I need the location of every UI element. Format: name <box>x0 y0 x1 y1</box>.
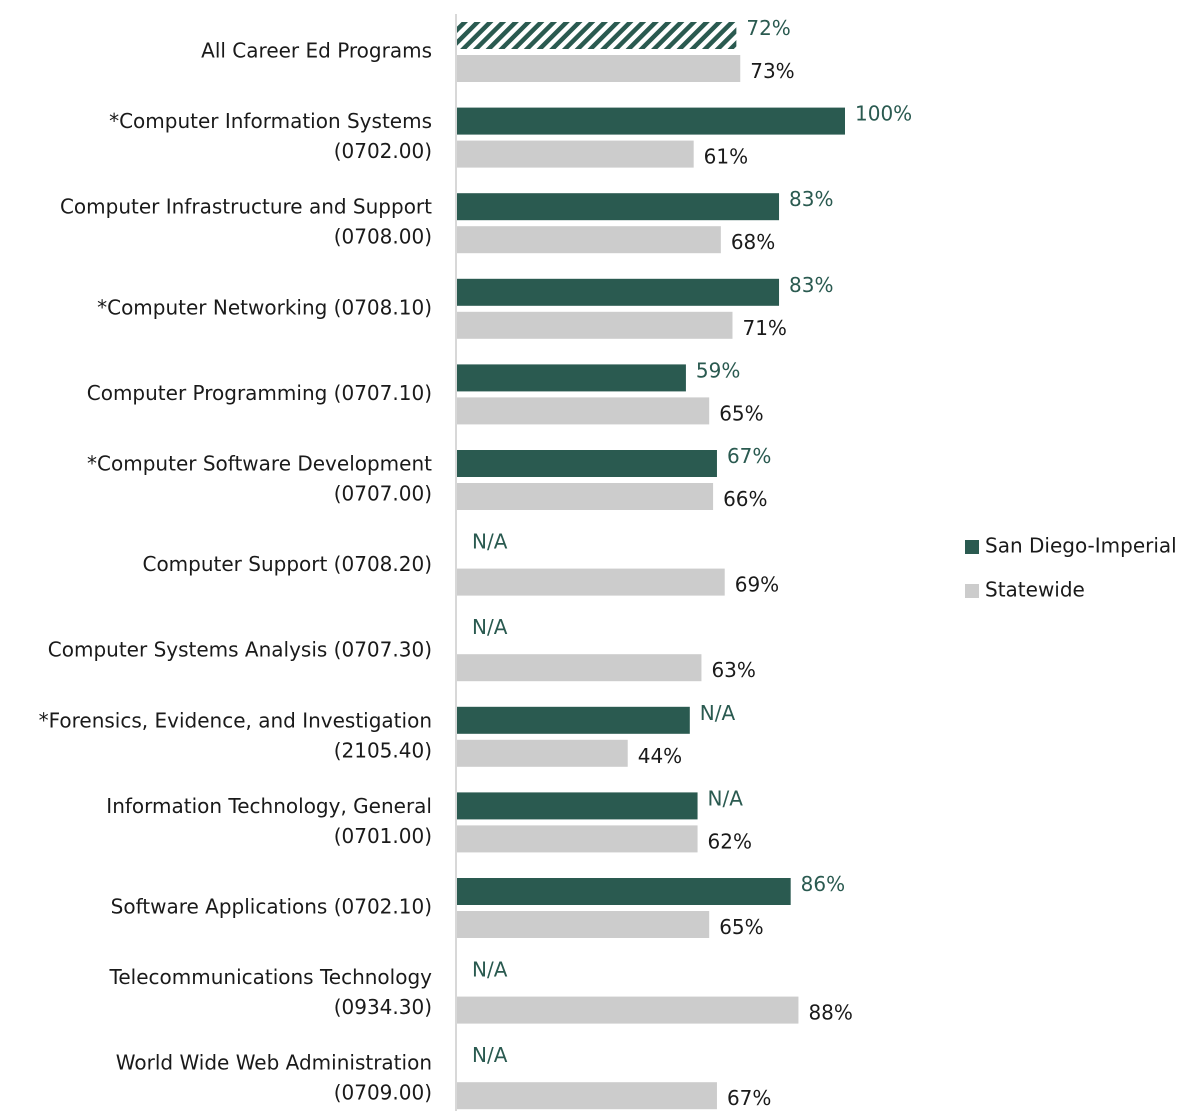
value-label: 66% <box>723 487 767 511</box>
bar <box>457 996 799 1024</box>
value-label: 62% <box>708 829 752 853</box>
legend-label: Statewide <box>985 578 1085 602</box>
value-label: 100% <box>855 102 912 126</box>
bar <box>457 568 725 596</box>
value-label: 63% <box>711 658 755 682</box>
category-label: Computer Programming (0707.10) <box>87 381 432 405</box>
category-label: Computer Infrastructure and Support <box>60 195 432 219</box>
legend-swatch <box>965 584 979 598</box>
value-label: 65% <box>719 401 763 425</box>
bar <box>457 226 721 254</box>
category-label: *Computer Networking (0708.10) <box>97 295 432 319</box>
bar <box>457 911 710 938</box>
category-label: *Forensics, Evidence, and Investigation <box>39 708 432 732</box>
value-label: 71% <box>742 316 786 340</box>
value-label: 83% <box>789 187 833 211</box>
value-label: 59% <box>696 358 740 382</box>
bar <box>457 397 710 425</box>
value-label: 83% <box>789 273 833 297</box>
value-label: N/A <box>472 1043 508 1067</box>
category-label: All Career Ed Programs <box>201 39 432 63</box>
legend-swatch <box>965 540 979 554</box>
bar <box>457 22 737 49</box>
category-label: (0709.00) <box>334 1081 432 1105</box>
bar <box>457 878 791 905</box>
category-label: World Wide Web Administration <box>116 1051 432 1075</box>
category-label: (0708.00) <box>334 225 432 249</box>
category-label: (0702.00) <box>334 139 432 163</box>
category-label: Computer Support (0708.20) <box>142 552 432 576</box>
value-label: 72% <box>746 16 790 40</box>
bar <box>457 739 628 767</box>
category-label: *Computer Information Systems <box>109 109 432 133</box>
legend-label: San Diego-Imperial <box>985 534 1177 558</box>
value-label: 68% <box>731 230 775 254</box>
value-label: N/A <box>700 701 736 725</box>
category-label: Information Technology, General <box>106 794 432 818</box>
value-label: N/A <box>472 615 508 639</box>
value-label: 67% <box>727 444 771 468</box>
category-label: (2105.40) <box>334 738 432 762</box>
category-label: (0934.30) <box>334 995 432 1019</box>
value-label: N/A <box>472 530 508 554</box>
value-label: N/A <box>708 786 744 810</box>
bar <box>457 654 702 682</box>
value-label: 86% <box>801 872 845 896</box>
bar <box>457 55 741 82</box>
bar <box>457 193 780 221</box>
bar <box>457 1082 717 1110</box>
value-label: 73% <box>750 59 794 83</box>
value-label: 88% <box>808 1001 852 1025</box>
value-label: 67% <box>727 1086 771 1110</box>
bar <box>457 140 694 168</box>
bar <box>457 107 845 135</box>
bar <box>457 792 698 820</box>
category-label: Telecommunications Technology <box>109 965 433 989</box>
category-label: Software Applications (0702.10) <box>111 895 432 919</box>
bar <box>457 364 686 392</box>
bar <box>457 278 780 306</box>
category-label: (0707.00) <box>334 482 432 506</box>
value-label: 65% <box>719 915 763 939</box>
category-label: Computer Systems Analysis (0707.30) <box>48 638 432 662</box>
value-label: 44% <box>638 744 682 768</box>
category-label: (0701.00) <box>334 824 432 848</box>
bar <box>457 311 733 339</box>
bar <box>457 450 717 477</box>
bar <box>457 825 698 853</box>
value-label: 61% <box>704 145 748 169</box>
value-label: 69% <box>735 573 779 597</box>
bar <box>457 483 714 510</box>
value-label: N/A <box>472 958 508 982</box>
category-label: *Computer Software Development <box>87 452 432 476</box>
bar <box>457 706 690 734</box>
